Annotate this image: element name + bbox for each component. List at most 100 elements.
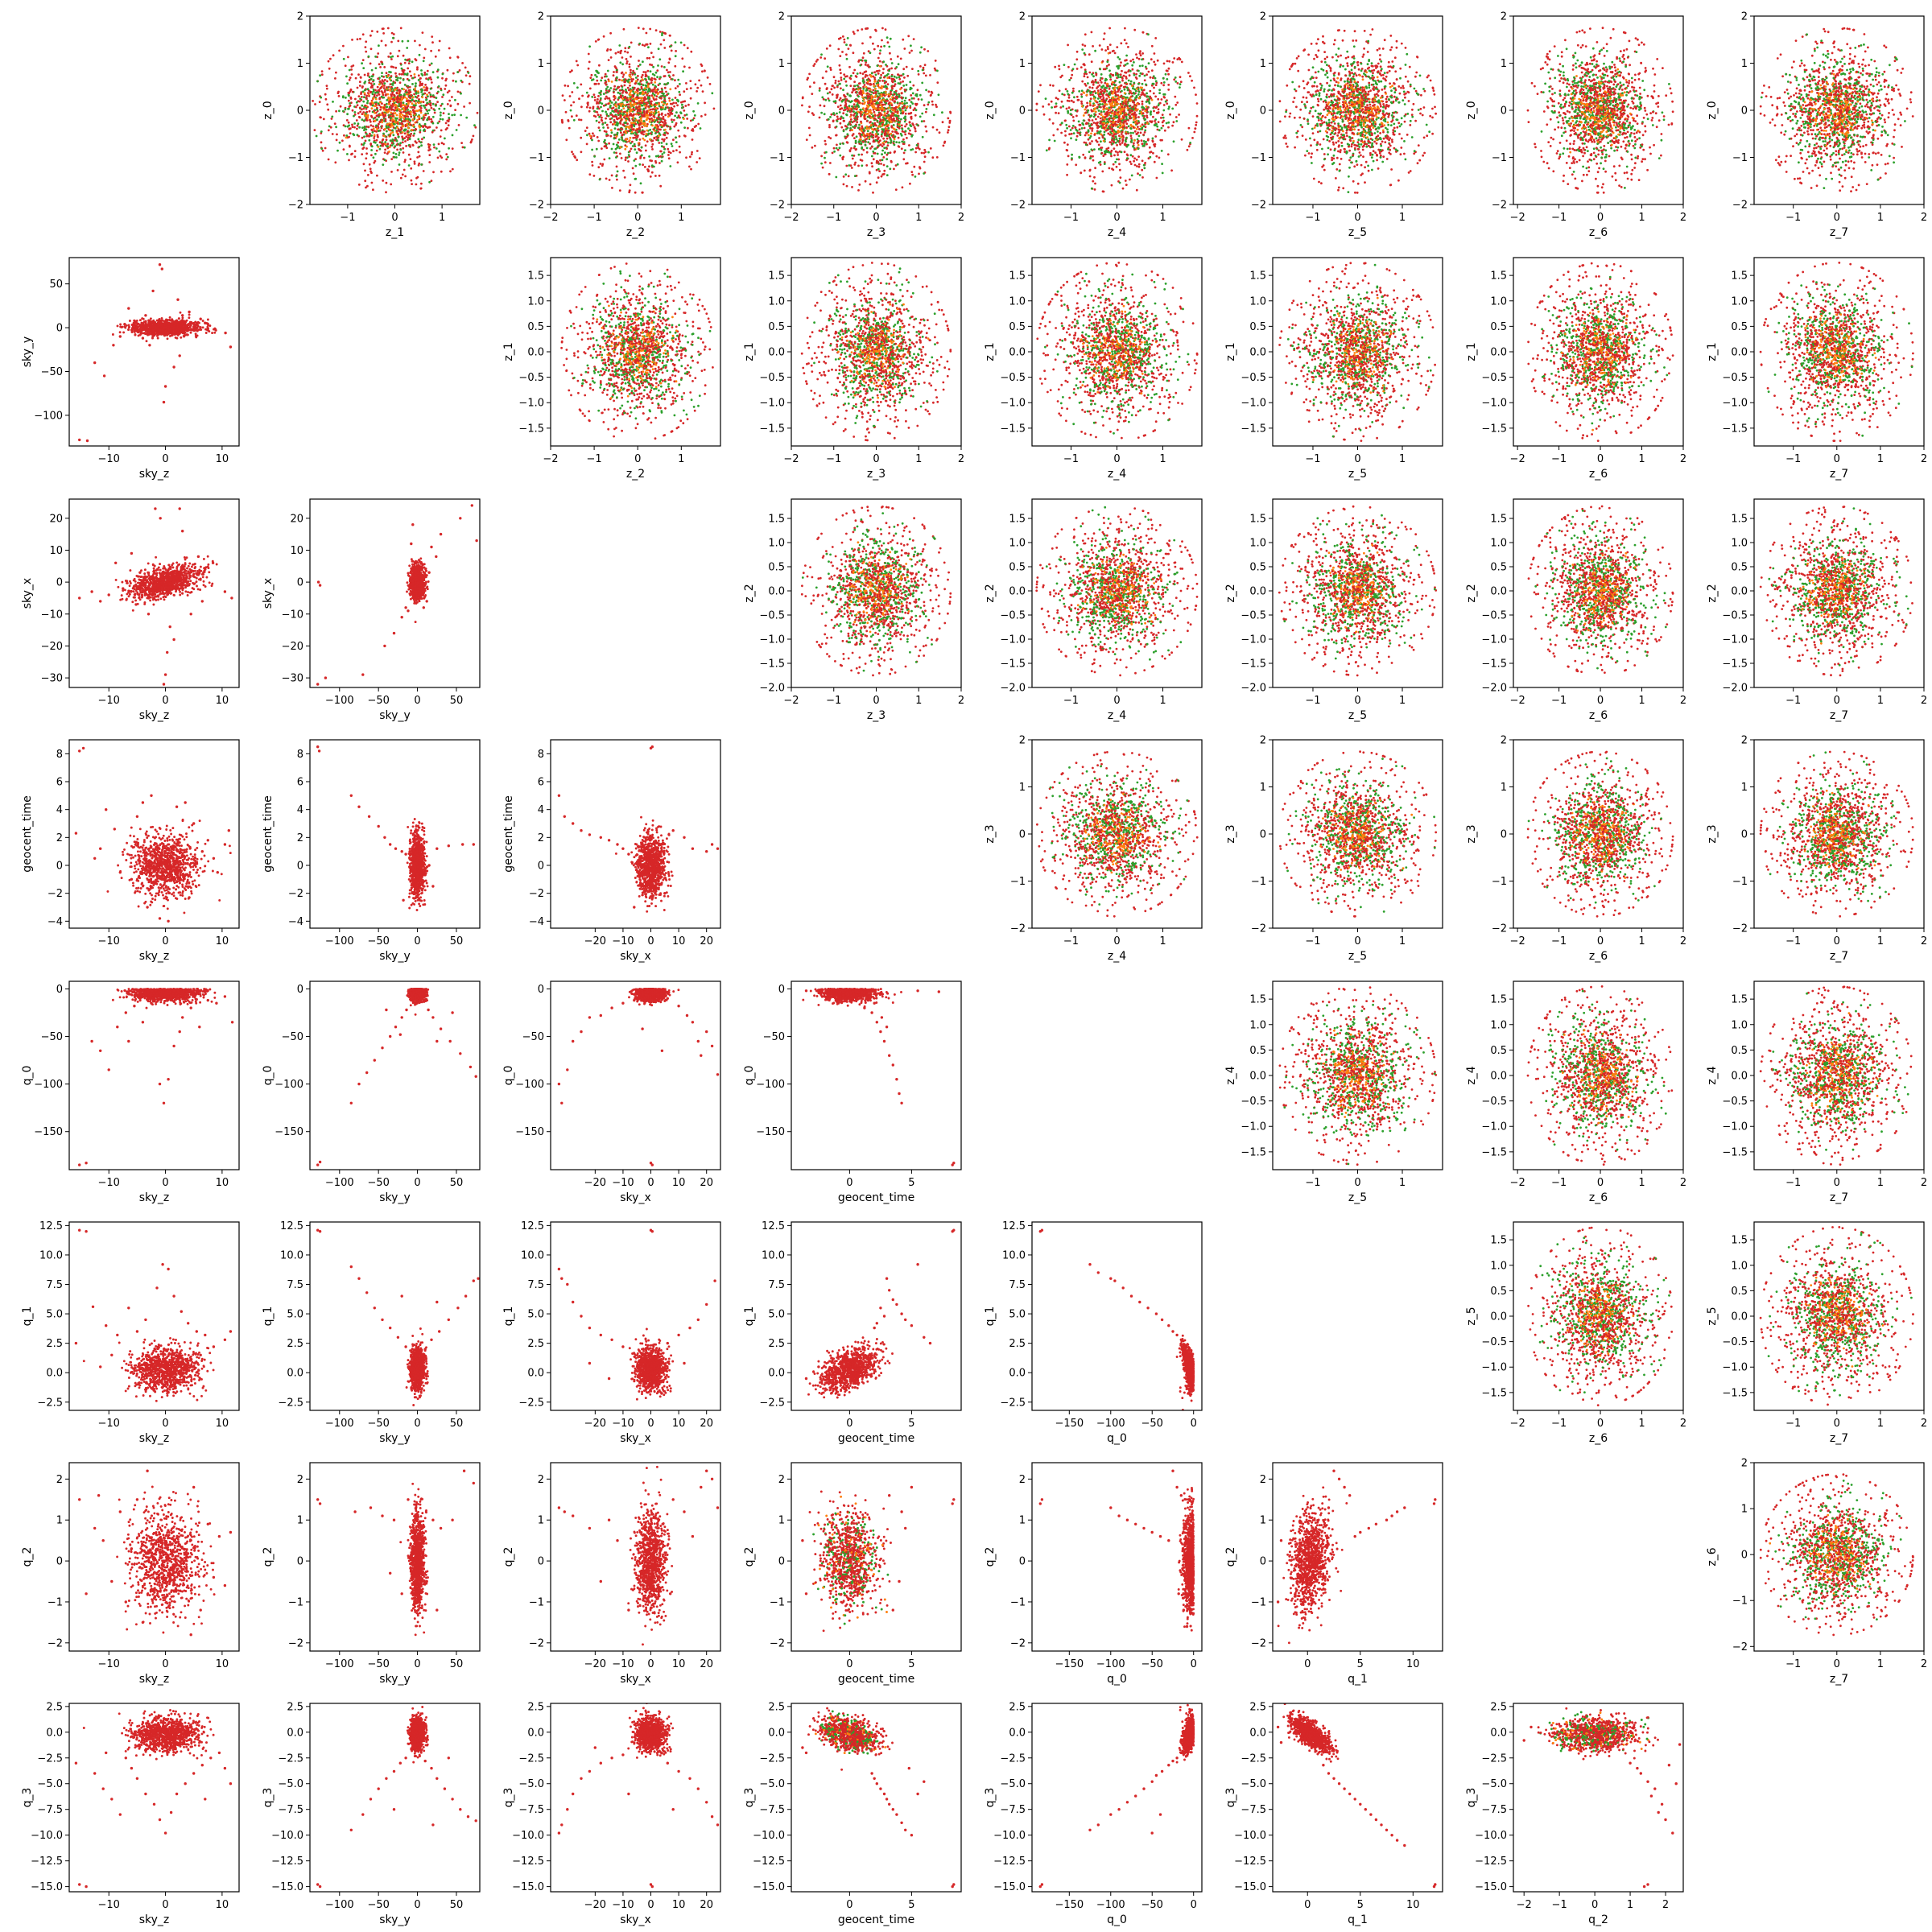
data-point — [869, 184, 872, 186]
data-point — [606, 124, 609, 126]
data-point — [845, 114, 848, 116]
data-point — [675, 149, 678, 151]
data-point — [647, 83, 650, 85]
data-point — [849, 94, 852, 97]
data-point — [663, 132, 666, 134]
data-point — [674, 79, 676, 81]
data-point — [364, 105, 366, 107]
data-point — [328, 60, 330, 63]
data-point — [886, 165, 889, 167]
data-point — [874, 139, 877, 142]
data-point — [919, 52, 922, 54]
data-point — [571, 115, 573, 118]
data-point — [856, 104, 858, 106]
data-point — [390, 122, 393, 125]
data-point — [410, 75, 412, 77]
data-point — [837, 105, 840, 108]
data-point — [386, 72, 388, 74]
data-point — [836, 86, 839, 89]
data-point — [1125, 76, 1127, 78]
data-point — [410, 97, 412, 99]
data-point — [644, 87, 646, 89]
data-point — [1107, 46, 1109, 48]
data-point — [628, 154, 630, 156]
data-point — [621, 134, 624, 136]
data-point — [858, 184, 861, 186]
data-point — [619, 96, 621, 98]
data-point — [877, 57, 880, 60]
data-point — [415, 96, 417, 98]
data-point — [398, 50, 401, 52]
data-point — [700, 64, 703, 66]
data-point — [332, 133, 334, 135]
data-point — [833, 76, 836, 78]
data-point — [680, 122, 683, 124]
data-point — [1178, 114, 1180, 116]
data-point — [687, 127, 689, 130]
data-point — [402, 125, 404, 127]
data-point — [658, 47, 660, 50]
data-point — [652, 139, 654, 142]
data-point — [844, 137, 847, 139]
data-point — [418, 100, 420, 102]
data-point — [607, 108, 609, 110]
data-point — [653, 77, 655, 80]
data-point — [859, 82, 861, 85]
data-point — [603, 105, 605, 107]
data-point — [921, 98, 923, 101]
data-point — [382, 163, 384, 166]
x-tick-label: −1 — [587, 212, 602, 224]
data-point — [889, 136, 891, 138]
data-point — [580, 105, 583, 108]
data-point — [885, 102, 887, 105]
data-point — [904, 118, 906, 120]
data-point — [676, 117, 679, 119]
data-point — [852, 114, 855, 117]
data-point — [369, 142, 372, 145]
data-point — [361, 137, 364, 139]
data-point — [400, 96, 402, 98]
data-point — [418, 115, 420, 118]
data-point — [634, 178, 637, 180]
data-point — [386, 86, 388, 89]
data-point — [653, 166, 655, 168]
data-point — [839, 111, 841, 114]
data-point — [1154, 96, 1157, 98]
data-point — [664, 32, 667, 35]
data-point — [642, 84, 645, 86]
data-point — [377, 91, 379, 93]
data-point — [881, 104, 884, 106]
data-point — [402, 69, 404, 72]
data-point — [661, 114, 663, 116]
data-point — [383, 87, 386, 89]
data-point — [854, 85, 857, 87]
y-tick-label: 1 — [297, 58, 303, 70]
data-point — [685, 156, 687, 159]
data-point — [402, 107, 405, 109]
data-point — [619, 189, 621, 192]
data-point — [400, 101, 402, 104]
data-point — [910, 113, 912, 115]
data-point — [572, 153, 575, 155]
data-point — [634, 148, 636, 151]
data-point — [361, 118, 364, 121]
data-point — [338, 50, 341, 52]
data-point — [851, 129, 853, 131]
data-point — [1136, 189, 1138, 192]
data-point — [865, 74, 867, 76]
data-point — [1141, 159, 1144, 162]
data-point — [690, 87, 692, 89]
data-point — [391, 56, 394, 58]
data-point — [597, 39, 600, 41]
data-point — [452, 80, 455, 82]
data-point — [901, 141, 903, 143]
data-point — [621, 79, 623, 81]
data-point — [565, 138, 568, 141]
data-point — [916, 124, 919, 126]
data-point — [597, 140, 600, 142]
data-point — [836, 134, 838, 137]
data-point — [406, 47, 408, 49]
data-point — [650, 111, 653, 114]
data-point — [686, 118, 688, 120]
data-point — [391, 138, 394, 141]
